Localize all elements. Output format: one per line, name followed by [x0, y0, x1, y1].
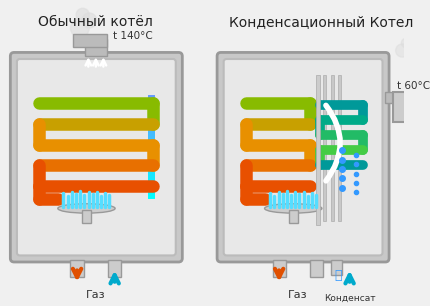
Text: Газ: Газ: [86, 290, 106, 300]
Bar: [310, 260, 323, 277]
Bar: [71, 260, 84, 277]
FancyBboxPatch shape: [224, 59, 383, 256]
Bar: [73, 34, 107, 47]
Text: t 60°C: t 60°C: [396, 81, 430, 91]
Circle shape: [71, 19, 89, 37]
Circle shape: [76, 8, 89, 21]
Ellipse shape: [264, 204, 322, 213]
Bar: [393, 92, 414, 122]
Circle shape: [396, 44, 409, 57]
Text: 💧: 💧: [335, 269, 342, 282]
Bar: [338, 75, 341, 221]
Text: Обычный котёл: Обычный котёл: [38, 15, 154, 29]
FancyBboxPatch shape: [17, 59, 176, 256]
Bar: [331, 75, 334, 221]
FancyBboxPatch shape: [217, 52, 389, 262]
Text: t 140°C: t 140°C: [113, 31, 153, 40]
Bar: [316, 75, 320, 225]
Bar: [323, 75, 326, 221]
Text: Газ: Газ: [288, 290, 308, 300]
Bar: [82, 210, 91, 223]
Bar: [273, 260, 286, 277]
Text: Конденсационный Котел: Конденсационный Котел: [229, 15, 414, 29]
Text: Конденсат: Конденсат: [324, 294, 375, 303]
Ellipse shape: [58, 204, 115, 213]
Bar: [108, 260, 121, 277]
FancyBboxPatch shape: [10, 52, 182, 262]
Circle shape: [82, 13, 97, 28]
Bar: [289, 210, 298, 223]
Bar: [331, 260, 342, 275]
Bar: [385, 92, 402, 103]
Circle shape: [401, 38, 411, 48]
Bar: [85, 39, 107, 56]
